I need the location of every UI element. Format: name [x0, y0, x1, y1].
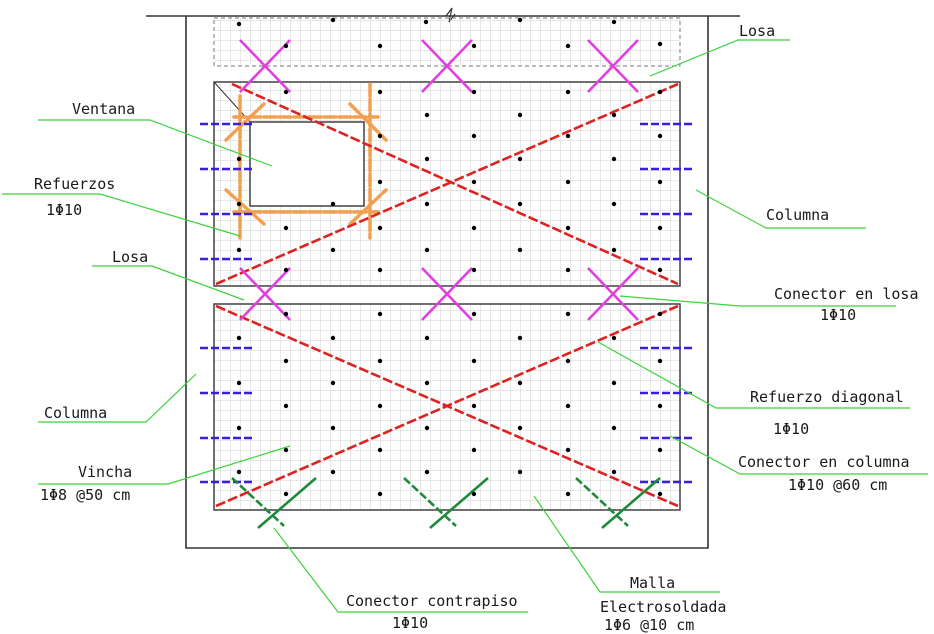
floor-connectors — [231, 477, 661, 529]
label-refuerzo-diagonal-spec: 1Φ10 — [773, 420, 809, 438]
diagonal-reinforcement — [215, 82, 679, 508]
leader-losa-mid — [92, 265, 245, 301]
labels: Losa Ventana Refuerzos 1Φ10 Columna Losa… — [34, 22, 919, 634]
label-vincha-spec: 1Φ8 @50 cm — [40, 486, 130, 504]
label-vincha: Vincha — [78, 463, 132, 481]
label-conector-contrapiso-spec: 1Φ10 — [392, 614, 428, 632]
leader-lines — [2, 39, 928, 613]
leader-ventana — [38, 119, 273, 167]
slab-connectors — [239, 39, 639, 321]
leader-refuerzos — [2, 193, 241, 237]
label-losa-mid: Losa — [112, 248, 148, 266]
top-slab-strip — [213, 17, 681, 67]
label-malla: Malla — [630, 574, 675, 592]
label-losa-top: Losa — [739, 22, 775, 40]
label-refuerzos-spec: 1Φ10 — [46, 201, 82, 219]
leader-refuerzo-diagonal — [597, 341, 910, 409]
label-conector-losa-spec: 1Φ10 — [820, 306, 856, 324]
leader-conector-losa — [619, 295, 896, 307]
clip-dots — [236, 17, 663, 497]
leader-vincha — [38, 445, 291, 485]
label-conector-contrapiso: Conector contrapiso — [346, 592, 518, 610]
leader-losa-top — [649, 39, 790, 77]
label-malla-spec: 1Φ6 @10 cm — [604, 616, 694, 634]
label-conector-columna: Conector en columna — [738, 453, 910, 471]
label-columna-right: Columna — [766, 206, 829, 224]
wall-outline — [185, 16, 709, 549]
leader-columna-right — [695, 189, 866, 229]
leader-columna-left — [38, 373, 197, 423]
label-conector-columna-spec: 1Φ10 @60 cm — [788, 476, 887, 494]
leader-conector-columna — [669, 435, 928, 475]
label-malla-sub: Electrosoldada — [600, 598, 726, 616]
label-ventana: Ventana — [72, 100, 135, 118]
label-columna-left: Columna — [44, 404, 107, 422]
label-refuerzos: Refuerzos — [34, 175, 115, 193]
leader-conector-contrapiso — [273, 527, 528, 613]
column-connectors — [200, 122, 694, 484]
label-refuerzo-diagonal: Refuerzo diagonal — [750, 388, 904, 406]
leader-malla — [533, 495, 720, 593]
label-conector-losa: Conector en losa — [774, 285, 919, 303]
